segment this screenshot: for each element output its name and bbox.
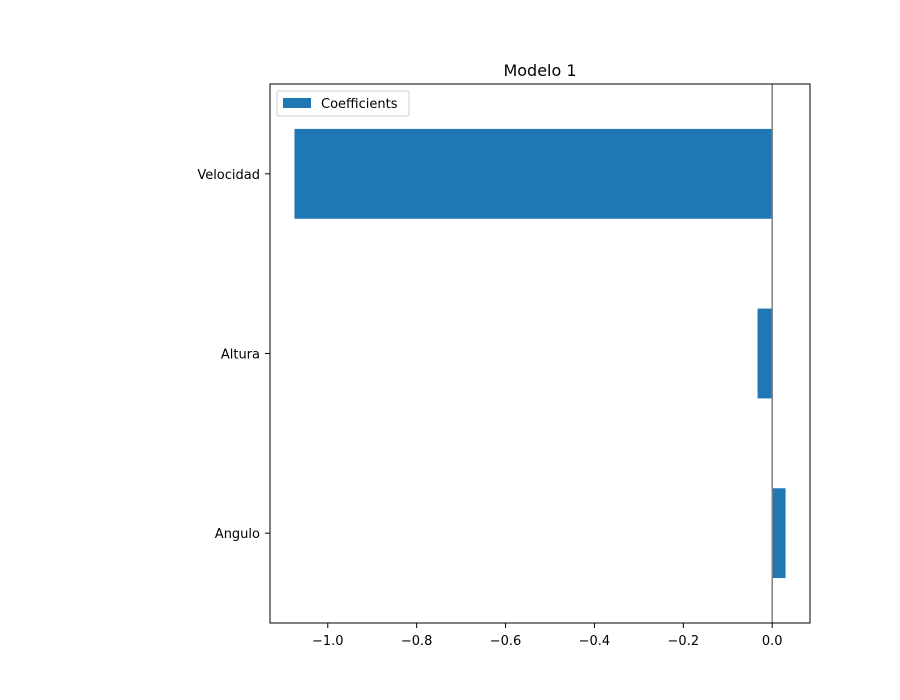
x-tick-label: −0.8	[401, 634, 433, 649]
legend-box	[276, 90, 410, 117]
legend-label: Coefficients	[321, 97, 398, 112]
y-tick-label: Velocidad	[197, 168, 260, 183]
x-tick-label: −0.6	[490, 634, 522, 649]
bars-group	[294, 128, 786, 579]
y-tick-label: Angulo	[215, 527, 260, 542]
bar-altura	[757, 308, 773, 399]
x-tick-label: −0.4	[579, 634, 611, 649]
legend-swatch	[283, 98, 311, 108]
x-tick-label: 0.0	[762, 634, 783, 649]
x-tick-label: −1.0	[312, 634, 344, 649]
y-axis: Velocidad Altura Angulo	[197, 168, 270, 542]
legend: Coefficients	[276, 90, 410, 117]
y-tick-label: Altura	[221, 348, 260, 363]
bar-velocidad	[294, 128, 773, 219]
bar-angulo	[772, 488, 786, 579]
chart-title: Modelo 1	[503, 61, 576, 80]
x-tick-label: −0.2	[668, 634, 700, 649]
x-axis: −1.0 −0.8 −0.6 −0.4 −0.2 0.0	[312, 623, 783, 649]
